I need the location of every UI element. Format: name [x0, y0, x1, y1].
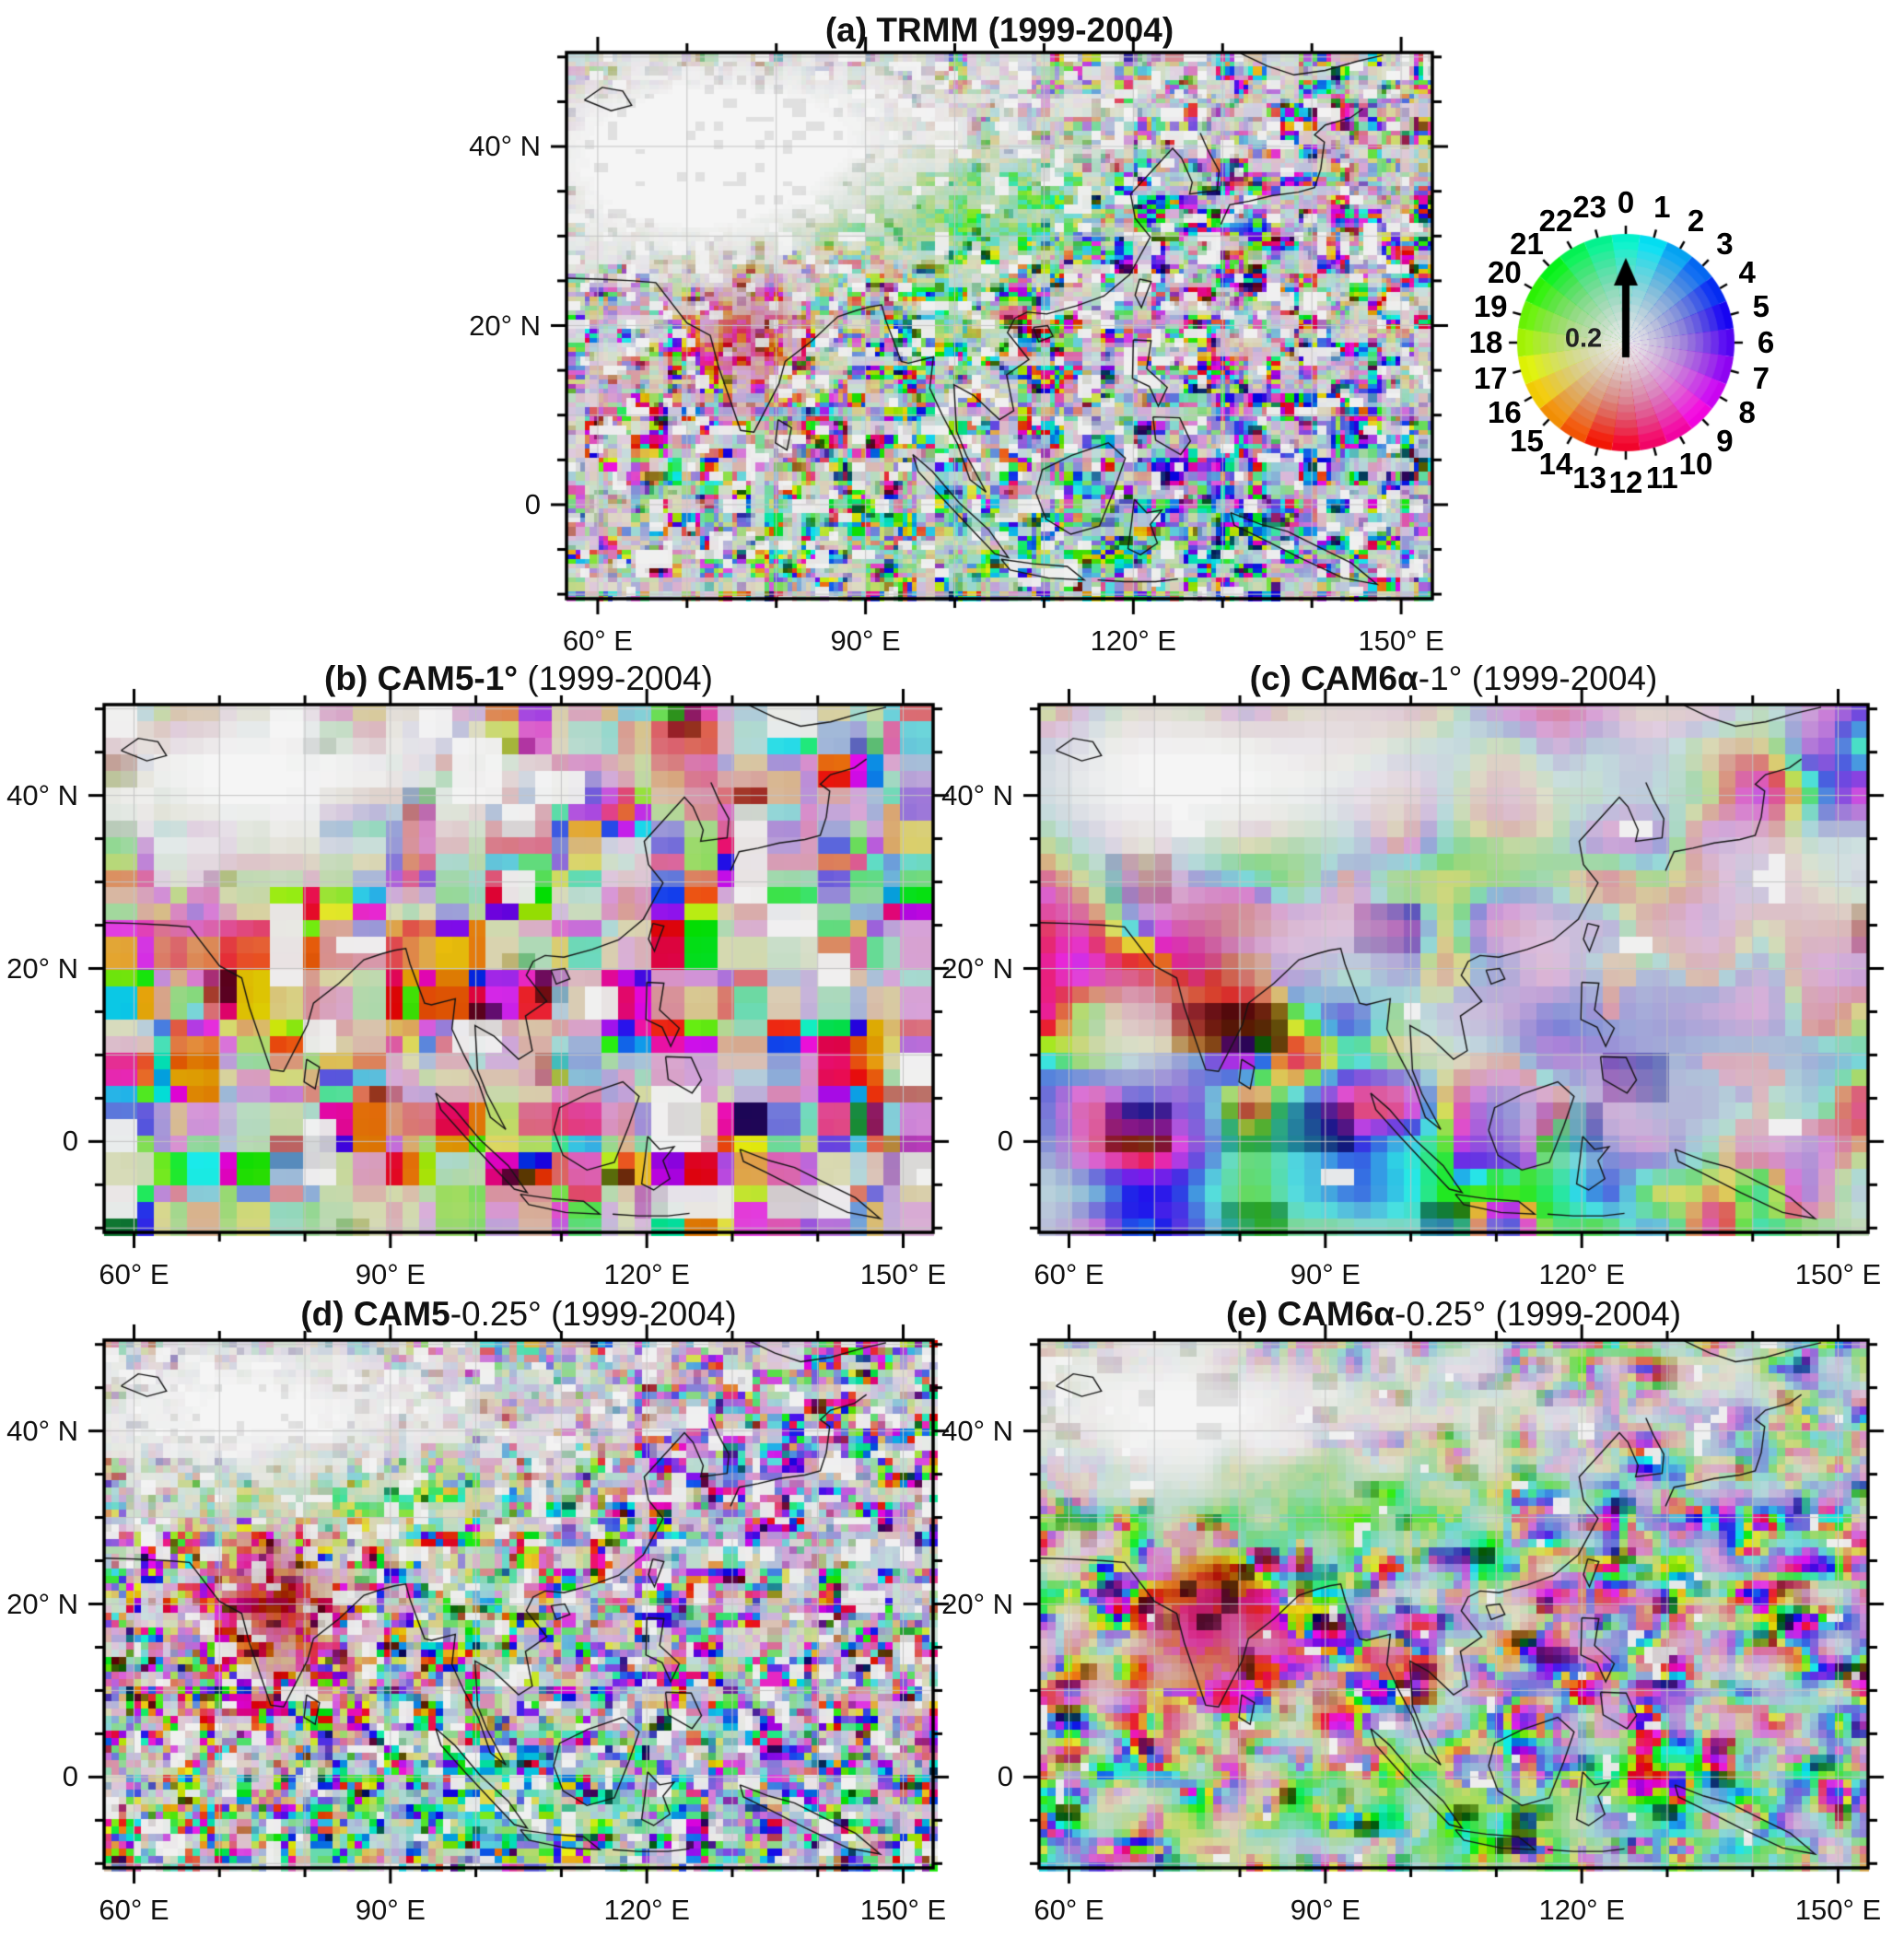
legend-hour-label: 23 [1572, 190, 1607, 225]
x-tick-label: 150° E [859, 1894, 947, 1926]
x-tick-label: 120° E [603, 1258, 690, 1290]
y-tick-label: 40° N [941, 778, 1013, 811]
x-tick-label: 150° E [859, 1258, 947, 1290]
x-tick-label: 120° E [1538, 1258, 1625, 1290]
legend-hour-label: 16 [1488, 395, 1522, 429]
legend-hour-label: 1 [1653, 190, 1671, 225]
legend-hour-label: 3 [1716, 226, 1734, 261]
y-tick-label: 0 [997, 1125, 1013, 1158]
x-tick-label: 90° E [355, 1894, 426, 1926]
legend-hour-label: 4 [1738, 255, 1756, 289]
x-tick-label: 60° E [99, 1258, 169, 1290]
x-tick-label: 60° E [562, 624, 633, 657]
y-tick-label: 40° N [941, 1414, 1013, 1447]
x-tick-label: 150° E [1794, 1894, 1882, 1926]
x-tick-label: 60° E [99, 1894, 169, 1926]
legend-hour-label: 15 [1510, 424, 1544, 459]
x-tick-label: 60° E [1034, 1258, 1104, 1290]
legend-hour-label: 12 [1608, 465, 1643, 499]
phase-colour-wheel-legend [1506, 223, 1746, 462]
y-tick-label: 20° N [941, 951, 1013, 985]
map-panel-a [544, 30, 1454, 621]
x-tick-label: 120° E [1090, 624, 1177, 657]
y-tick-label: 40° N [6, 778, 78, 811]
legend-hour-label: 11 [1645, 460, 1678, 495]
x-tick-label: 90° E [355, 1258, 426, 1290]
y-tick-label: 20° N [6, 951, 78, 985]
legend-hour-label: 10 [1678, 446, 1713, 481]
x-tick-label: 120° E [603, 1894, 690, 1926]
map-panel-e [1017, 1318, 1890, 1890]
legend-hour-label: 5 [1752, 288, 1770, 323]
x-tick-label: 120° E [1538, 1894, 1625, 1926]
map-panel-c [1017, 682, 1890, 1254]
legend-hour-label: 8 [1738, 395, 1756, 429]
legend-hour-label: 14 [1538, 446, 1573, 481]
y-tick-label: 0 [62, 1125, 78, 1158]
map-panel-b [82, 682, 955, 1254]
y-tick-label: 40° N [469, 130, 541, 163]
legend-hour-label: 2 [1687, 204, 1705, 239]
legend-hour-label: 20 [1488, 255, 1522, 289]
y-tick-label: 20° N [941, 1587, 1013, 1620]
x-tick-label: 150° E [1794, 1258, 1882, 1290]
legend-reference-amplitude: 0.2 [1564, 323, 1603, 354]
legend-hour-label: 22 [1538, 204, 1573, 239]
map-panel-d [82, 1318, 955, 1890]
legend-hour-label: 21 [1510, 226, 1544, 261]
legend-hour-label: 0 [1617, 185, 1635, 219]
legend-hour-label: 18 [1468, 325, 1503, 359]
legend-hour-label: 9 [1716, 424, 1734, 459]
y-tick-label: 0 [997, 1760, 1013, 1793]
legend-hour-label: 7 [1752, 361, 1770, 396]
legend-hour-label: 19 [1473, 288, 1508, 323]
y-tick-label: 20° N [6, 1587, 78, 1620]
legend-hour-label: 17 [1473, 361, 1508, 396]
x-tick-label: 90° E [1290, 1894, 1361, 1926]
legend-hour-label: 13 [1572, 460, 1607, 495]
x-tick-label: 60° E [1034, 1894, 1104, 1926]
y-tick-label: 20° N [469, 309, 541, 342]
legend-hour-label: 6 [1757, 325, 1775, 359]
y-tick-label: 0 [524, 487, 541, 520]
x-tick-label: 90° E [1290, 1258, 1361, 1290]
x-tick-label: 150° E [1358, 624, 1444, 657]
y-tick-label: 40° N [6, 1414, 78, 1447]
x-tick-label: 90° E [830, 624, 901, 657]
y-tick-label: 0 [62, 1760, 78, 1793]
